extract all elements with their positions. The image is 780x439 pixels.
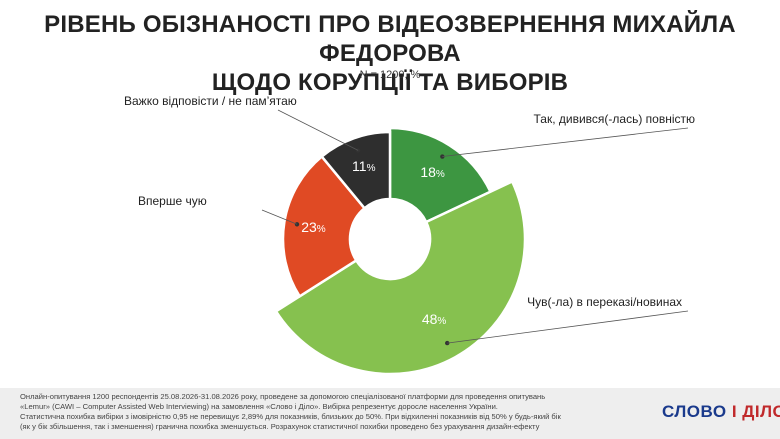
slice-category-label-2: Вперше чую — [138, 194, 207, 208]
leader-line-0 — [442, 127, 689, 157]
methodology-line-3: Статистична похибка вибірки з імовірніст… — [20, 412, 561, 421]
leader-dot-1 — [445, 340, 450, 346]
slice-category-label-1: Чув(-ла) в переказі/новинах — [527, 295, 682, 309]
donut-slice-3 — [320, 130, 392, 210]
leader-line-1 — [447, 310, 689, 344]
methodology-note: Онлайн-опитування 1200 респондентів 25.0… — [20, 392, 580, 432]
leader-dot-0 — [440, 154, 445, 159]
donut-slice-2 — [281, 154, 367, 299]
logo-part-2: І ДІЛО — [731, 402, 780, 421]
title-line-2: ЩОДО КОРУПЦІЇ ТА ВИБОРІВ — [211, 69, 569, 96]
slovo-i-dilo-logo: СЛОВО І ДІЛО — [662, 402, 780, 422]
slice-value-label-1: 48% — [422, 311, 447, 327]
methodology-line-1: Онлайн-опитування 1200 респондентів 25.0… — [20, 392, 546, 401]
leader-line-2 — [261, 209, 298, 225]
logo-part-1: СЛОВО — [662, 402, 727, 421]
slice-value-label-0: 18% — [420, 164, 445, 180]
donut-chart: 18% Так, дивився(-лась) повністю 48% Чув(-л… — [124, 94, 696, 376]
methodology-line-2: «Lemur» (CAWI – Computer Assisted Web In… — [20, 402, 498, 411]
slice-value-label-2: 23% — [301, 219, 326, 235]
title-line-1: РІВЕНЬ ОБІЗНАНОСТІ ПРО ВІДЕОЗВЕРНЕННЯ МИ… — [44, 11, 736, 67]
chart-subtitle: N = 1200, % — [359, 69, 421, 81]
methodology-line-4: (як у бік збільшення, так і зменшення) г… — [20, 422, 540, 431]
slice-category-label-3: Важко відповісти / не пам’ятаю — [124, 94, 297, 108]
footer-bar — [0, 388, 780, 439]
leader-line-3 — [277, 109, 359, 151]
chart-title: РІВЕНЬ ОБІЗНАНОСТІ ПРО ВІДЕОЗВЕРНЕННЯ МИ… — [0, 10, 780, 97]
slice-category-label-0: Так, дивився(-лась) повністю — [534, 112, 696, 126]
slice-value-label-3: 11% — [352, 158, 376, 174]
donut-slice-0 — [388, 126, 493, 224]
donut-slice-1 — [274, 179, 527, 376]
